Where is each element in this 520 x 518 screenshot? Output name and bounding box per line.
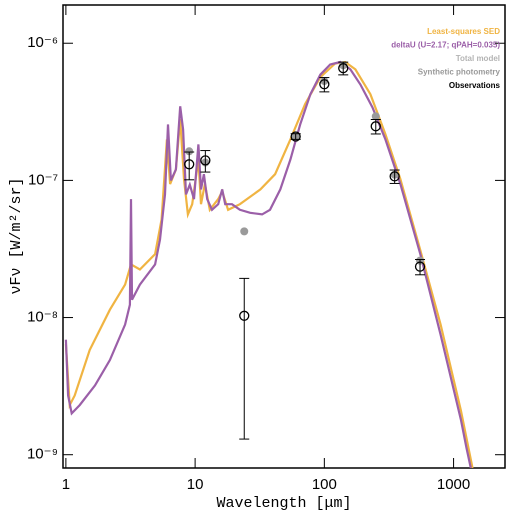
legend-entry: deltaU (U=2.17; qPAH=0.035) — [391, 41, 500, 50]
observation-point — [239, 310, 250, 321]
x-axis-label: Wavelength [μm] — [216, 495, 351, 512]
observation-point — [389, 171, 400, 182]
synthetic-point — [371, 112, 380, 121]
legend-entry: Observations — [449, 81, 501, 90]
y-tick-label: 10⁻⁸ — [27, 309, 58, 326]
observation-point — [200, 155, 211, 166]
sed-line — [64, 60, 472, 468]
plot-frame — [62, 4, 506, 469]
observation-point — [338, 63, 349, 74]
sed-line — [64, 60, 474, 468]
y-tick-label: 10⁻⁶ — [27, 34, 58, 51]
synthetic-point — [240, 227, 249, 236]
x-tick-label: 1 — [62, 476, 70, 493]
x-tick-label: 100 — [312, 476, 337, 493]
observation-point — [370, 121, 381, 132]
observation-point — [290, 131, 301, 142]
legend-entry: Synthetic photometry — [418, 68, 501, 77]
y-axis-label: νFν [W/m²/sr] — [8, 177, 25, 294]
y-tick-label: 10⁻⁷ — [28, 171, 58, 188]
synthetic-point — [185, 147, 194, 156]
observation-point — [414, 261, 426, 272]
legend-entry: Total model — [456, 54, 500, 63]
legend-entry: Least-squares SED — [427, 27, 500, 36]
observation-point — [319, 79, 330, 90]
x-tick-label: 1000 — [437, 476, 470, 493]
observation-point — [184, 159, 195, 170]
y-tick-label: 10⁻⁹ — [27, 446, 58, 463]
x-tick-label: 10 — [187, 476, 204, 493]
